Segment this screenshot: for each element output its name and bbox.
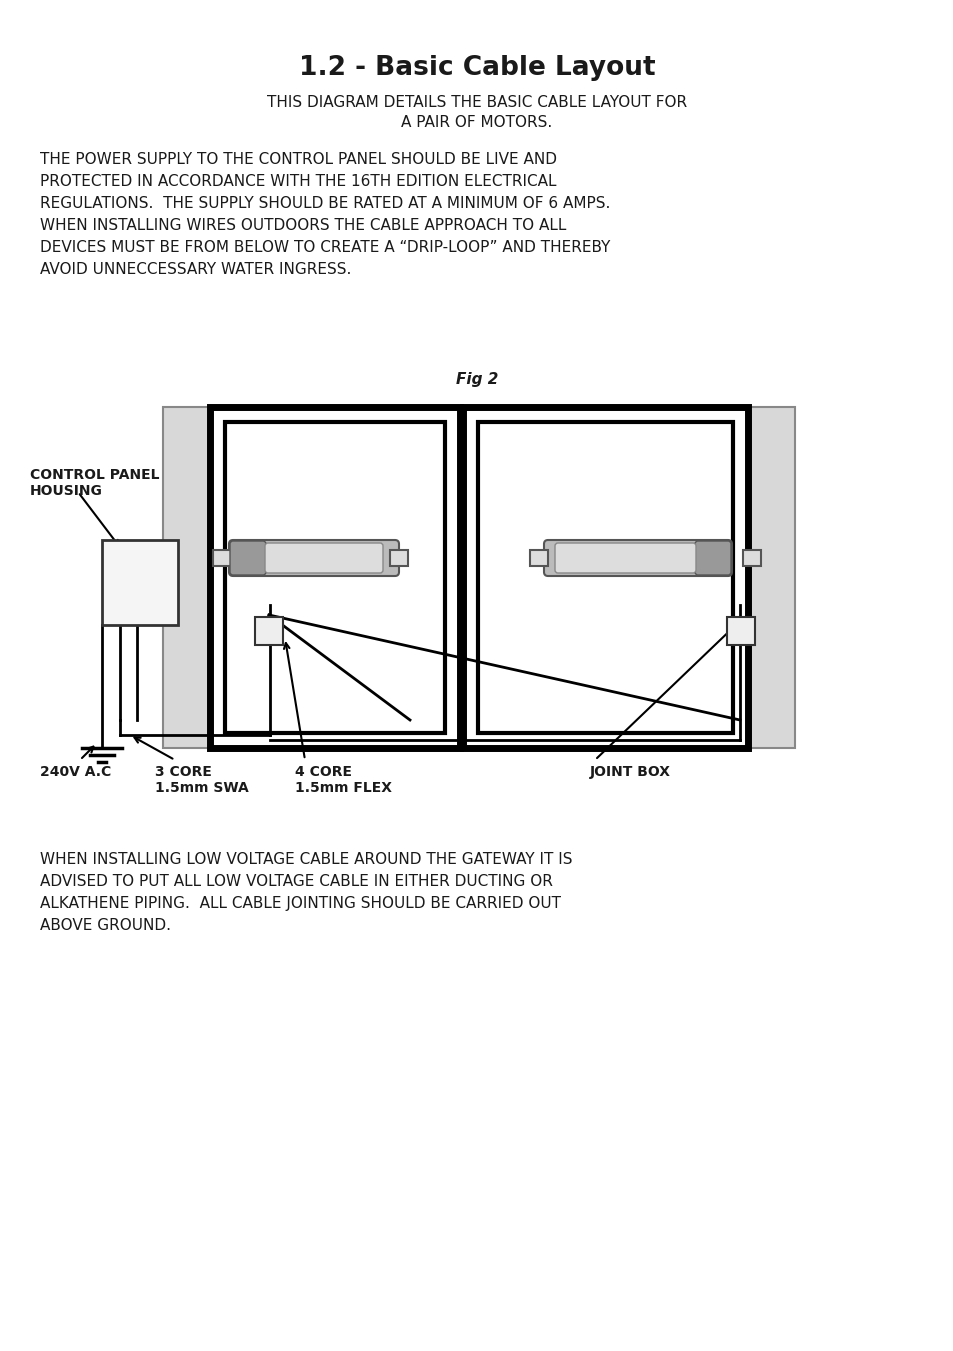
Bar	[163, 407, 210, 748]
FancyBboxPatch shape	[265, 543, 382, 573]
Bar	[225, 422, 444, 734]
Text: 1.2 - Basic Cable Layout: 1.2 - Basic Cable Layout	[298, 55, 655, 81]
FancyBboxPatch shape	[229, 540, 398, 576]
Text: ALKATHENE PIPING.  ALL CABLE JOINTING SHOULD BE CARRIED OUT: ALKATHENE PIPING. ALL CABLE JOINTING SHO…	[40, 896, 560, 911]
Text: ABOVE GROUND.: ABOVE GROUND.	[40, 917, 171, 934]
Text: DEVICES MUST BE FROM BELOW TO CREATE A “DRIP-LOOP” AND THEREBY: DEVICES MUST BE FROM BELOW TO CREATE A “…	[40, 240, 610, 255]
Bar	[390, 550, 408, 566]
FancyBboxPatch shape	[555, 543, 696, 573]
Bar	[254, 617, 283, 644]
Text: JOINT BOX: JOINT BOX	[589, 765, 670, 780]
Text: THIS DIAGRAM DETAILS THE BASIC CABLE LAYOUT FOR: THIS DIAGRAM DETAILS THE BASIC CABLE LAY…	[267, 95, 686, 109]
Text: THE POWER SUPPLY TO THE CONTROL PANEL SHOULD BE LIVE AND: THE POWER SUPPLY TO THE CONTROL PANEL SH…	[40, 153, 557, 168]
Text: AVOID UNNECCESSARY WATER INGRESS.: AVOID UNNECCESSARY WATER INGRESS.	[40, 262, 351, 277]
Bar	[530, 550, 547, 566]
Bar	[462, 407, 747, 748]
Bar	[213, 550, 231, 566]
Text: Fig 2: Fig 2	[456, 372, 497, 386]
Bar	[477, 422, 732, 734]
Text: 240V A.C: 240V A.C	[40, 765, 112, 780]
Text: REGULATIONS.  THE SUPPLY SHOULD BE RATED AT A MINIMUM OF 6 AMPS.: REGULATIONS. THE SUPPLY SHOULD BE RATED …	[40, 196, 610, 211]
Bar	[742, 550, 760, 566]
Text: 3 CORE
1.5mm SWA: 3 CORE 1.5mm SWA	[154, 765, 249, 796]
Text: ADVISED TO PUT ALL LOW VOLTAGE CABLE IN EITHER DUCTING OR: ADVISED TO PUT ALL LOW VOLTAGE CABLE IN …	[40, 874, 553, 889]
Text: WHEN INSTALLING LOW VOLTAGE CABLE AROUND THE GATEWAY IT IS: WHEN INSTALLING LOW VOLTAGE CABLE AROUND…	[40, 852, 572, 867]
FancyBboxPatch shape	[695, 540, 730, 576]
Bar	[102, 540, 178, 626]
Bar	[726, 617, 754, 644]
Bar	[747, 407, 794, 748]
Text: A PAIR OF MOTORS.: A PAIR OF MOTORS.	[401, 115, 552, 130]
Text: 4 CORE
1.5mm FLEX: 4 CORE 1.5mm FLEX	[294, 765, 392, 796]
Text: CONTROL PANEL
HOUSING: CONTROL PANEL HOUSING	[30, 467, 159, 499]
Text: WHEN INSTALLING WIRES OUTDOORS THE CABLE APPROACH TO ALL: WHEN INSTALLING WIRES OUTDOORS THE CABLE…	[40, 218, 566, 232]
Bar	[210, 407, 459, 748]
Text: PROTECTED IN ACCORDANCE WITH THE 16TH EDITION ELECTRICAL: PROTECTED IN ACCORDANCE WITH THE 16TH ED…	[40, 174, 556, 189]
FancyBboxPatch shape	[543, 540, 731, 576]
FancyBboxPatch shape	[230, 540, 266, 576]
